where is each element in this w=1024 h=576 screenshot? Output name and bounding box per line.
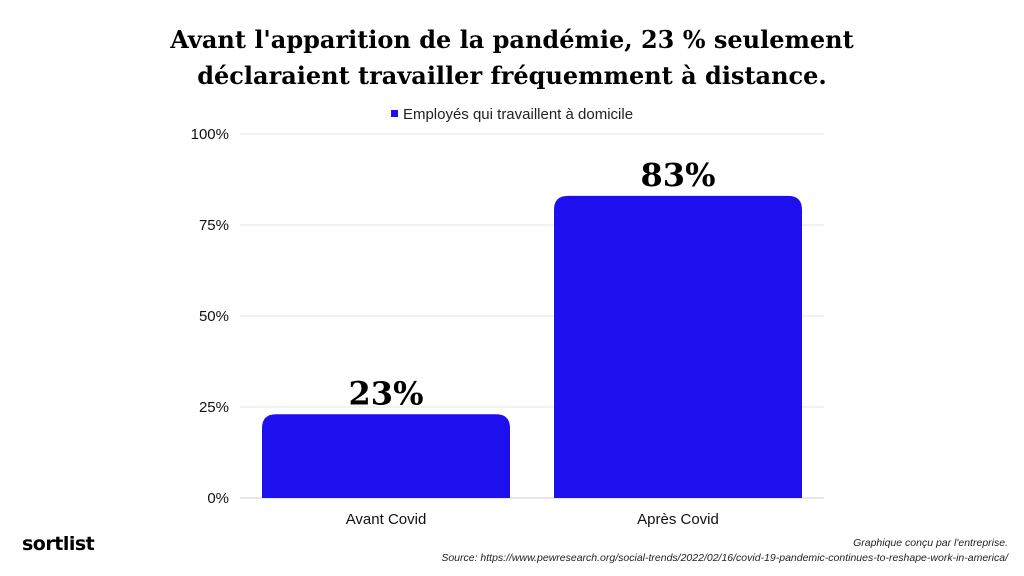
chart-credit: Graphique conçu par l'entreprise. Source… [441,536,1008,566]
x-category-label: Après Covid [637,511,719,528]
y-tick-label: 25% [199,399,229,416]
source-text: Source: https://www.pewresearch.org/soci… [441,552,1008,564]
chart-title: Avant l'apparition de la pandémie, 23 % … [0,22,1024,94]
y-tick-label: 0% [207,490,229,507]
chart-title-line-1: Avant l'apparition de la pandémie, 23 % … [170,25,854,54]
y-tick-label: 50% [199,308,229,325]
bar-data-label: 23% [349,374,424,412]
credit-text: Graphique conçu par l'entreprise. [853,537,1008,549]
y-tick-label: 75% [199,217,229,234]
legend-label: Employés qui travaillent à domicile [402,106,634,123]
y-tick-label: 100% [191,126,229,143]
bar [554,195,802,498]
chart-legend: Employés qui travaillent à domicile [0,106,1024,123]
x-category-label: Avant Covid [346,511,427,528]
bar [262,414,510,498]
legend-swatch [390,109,398,117]
chart-title-line-2: déclaraient travailler fréquemment à dis… [197,61,827,90]
bar-data-label: 83% [641,156,716,194]
sortlist-logo: sortlist [22,533,95,555]
